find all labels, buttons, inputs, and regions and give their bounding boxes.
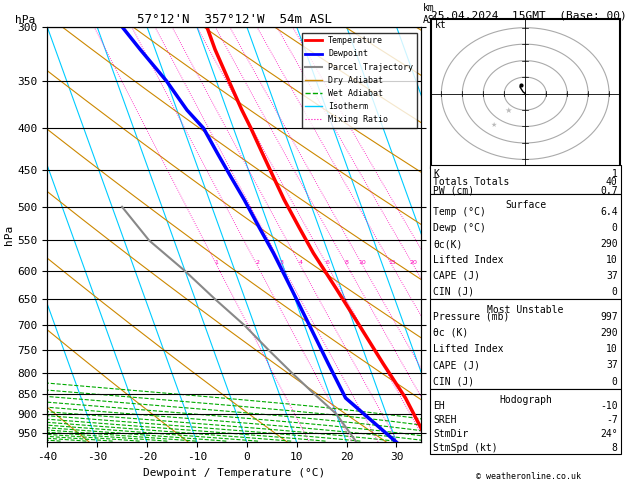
Text: Dewp (°C): Dewp (°C) bbox=[433, 223, 486, 233]
Text: ★: ★ bbox=[491, 122, 497, 127]
Text: θc (K): θc (K) bbox=[433, 328, 469, 338]
Text: K: K bbox=[433, 169, 439, 178]
Text: Surface: Surface bbox=[505, 200, 546, 210]
Title: 57°12'N  357°12'W  54m ASL: 57°12'N 357°12'W 54m ASL bbox=[136, 13, 332, 26]
Text: -10: -10 bbox=[600, 400, 618, 411]
Text: 8: 8 bbox=[345, 260, 349, 265]
Text: 10: 10 bbox=[359, 260, 367, 265]
Text: CIN (J): CIN (J) bbox=[433, 287, 474, 297]
Y-axis label: hPa: hPa bbox=[4, 225, 14, 244]
Text: 37: 37 bbox=[606, 361, 618, 370]
Text: PW (cm): PW (cm) bbox=[433, 186, 474, 196]
Text: 40: 40 bbox=[606, 177, 618, 187]
Text: 37: 37 bbox=[606, 271, 618, 281]
X-axis label: Dewpoint / Temperature (°C): Dewpoint / Temperature (°C) bbox=[143, 468, 325, 478]
Text: 0: 0 bbox=[612, 223, 618, 233]
Text: 10: 10 bbox=[606, 255, 618, 265]
Text: -7: -7 bbox=[606, 415, 618, 425]
Text: 4: 4 bbox=[298, 260, 303, 265]
Text: Lifted Index: Lifted Index bbox=[433, 255, 504, 265]
Text: 0.7: 0.7 bbox=[600, 186, 618, 196]
Text: 15: 15 bbox=[388, 260, 396, 265]
Text: StmDir: StmDir bbox=[433, 429, 469, 439]
Text: 20: 20 bbox=[409, 260, 418, 265]
Text: 290: 290 bbox=[600, 328, 618, 338]
Text: Pressure (mb): Pressure (mb) bbox=[433, 312, 509, 322]
Text: Temp (°C): Temp (°C) bbox=[433, 207, 486, 217]
Text: 8: 8 bbox=[612, 443, 618, 453]
Text: km
ASL: km ASL bbox=[423, 3, 441, 25]
Text: 24°: 24° bbox=[600, 429, 618, 439]
Text: 2: 2 bbox=[255, 260, 259, 265]
Text: EH: EH bbox=[433, 400, 445, 411]
Text: 1: 1 bbox=[612, 169, 618, 178]
Text: Hodograph: Hodograph bbox=[499, 395, 552, 405]
Text: 997: 997 bbox=[600, 312, 618, 322]
Text: CAPE (J): CAPE (J) bbox=[433, 361, 481, 370]
Text: 6: 6 bbox=[325, 260, 329, 265]
Text: 0: 0 bbox=[612, 377, 618, 387]
Text: 6.4: 6.4 bbox=[600, 207, 618, 217]
Text: hPa: hPa bbox=[15, 15, 36, 25]
Text: CAPE (J): CAPE (J) bbox=[433, 271, 481, 281]
Text: SREH: SREH bbox=[433, 415, 457, 425]
Text: Lifted Index: Lifted Index bbox=[433, 344, 504, 354]
Text: Most Unstable: Most Unstable bbox=[487, 305, 564, 315]
Text: θc(K): θc(K) bbox=[433, 239, 463, 249]
Text: StmSpd (kt): StmSpd (kt) bbox=[433, 443, 498, 453]
Legend: Temperature, Dewpoint, Parcel Trajectory, Dry Adiabat, Wet Adiabat, Isotherm, Mi: Temperature, Dewpoint, Parcel Trajectory… bbox=[301, 33, 416, 128]
Text: kt: kt bbox=[435, 19, 447, 30]
Text: Totals Totals: Totals Totals bbox=[433, 177, 509, 187]
Text: 1: 1 bbox=[214, 260, 219, 265]
Text: 3: 3 bbox=[280, 260, 284, 265]
Text: 10: 10 bbox=[606, 344, 618, 354]
Y-axis label: Mixing Ratio (g/kg): Mixing Ratio (g/kg) bbox=[453, 179, 463, 290]
Text: 290: 290 bbox=[600, 239, 618, 249]
Text: © weatheronline.co.uk: © weatheronline.co.uk bbox=[476, 472, 581, 481]
Text: ★: ★ bbox=[504, 106, 512, 115]
Text: CIN (J): CIN (J) bbox=[433, 377, 474, 387]
Text: 25.04.2024  15GMT  (Base: 00): 25.04.2024 15GMT (Base: 00) bbox=[431, 11, 626, 21]
Text: 0: 0 bbox=[612, 287, 618, 297]
